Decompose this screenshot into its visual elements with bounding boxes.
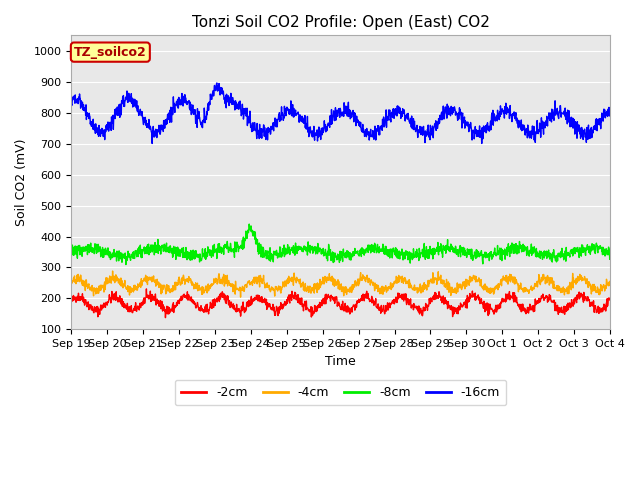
Text: TZ_soilco2: TZ_soilco2 [74,46,147,59]
X-axis label: Time: Time [325,355,356,368]
Legend: -2cm, -4cm, -8cm, -16cm: -2cm, -4cm, -8cm, -16cm [175,380,506,406]
Y-axis label: Soil CO2 (mV): Soil CO2 (mV) [15,139,28,226]
Title: Tonzi Soil CO2 Profile: Open (East) CO2: Tonzi Soil CO2 Profile: Open (East) CO2 [192,15,490,30]
